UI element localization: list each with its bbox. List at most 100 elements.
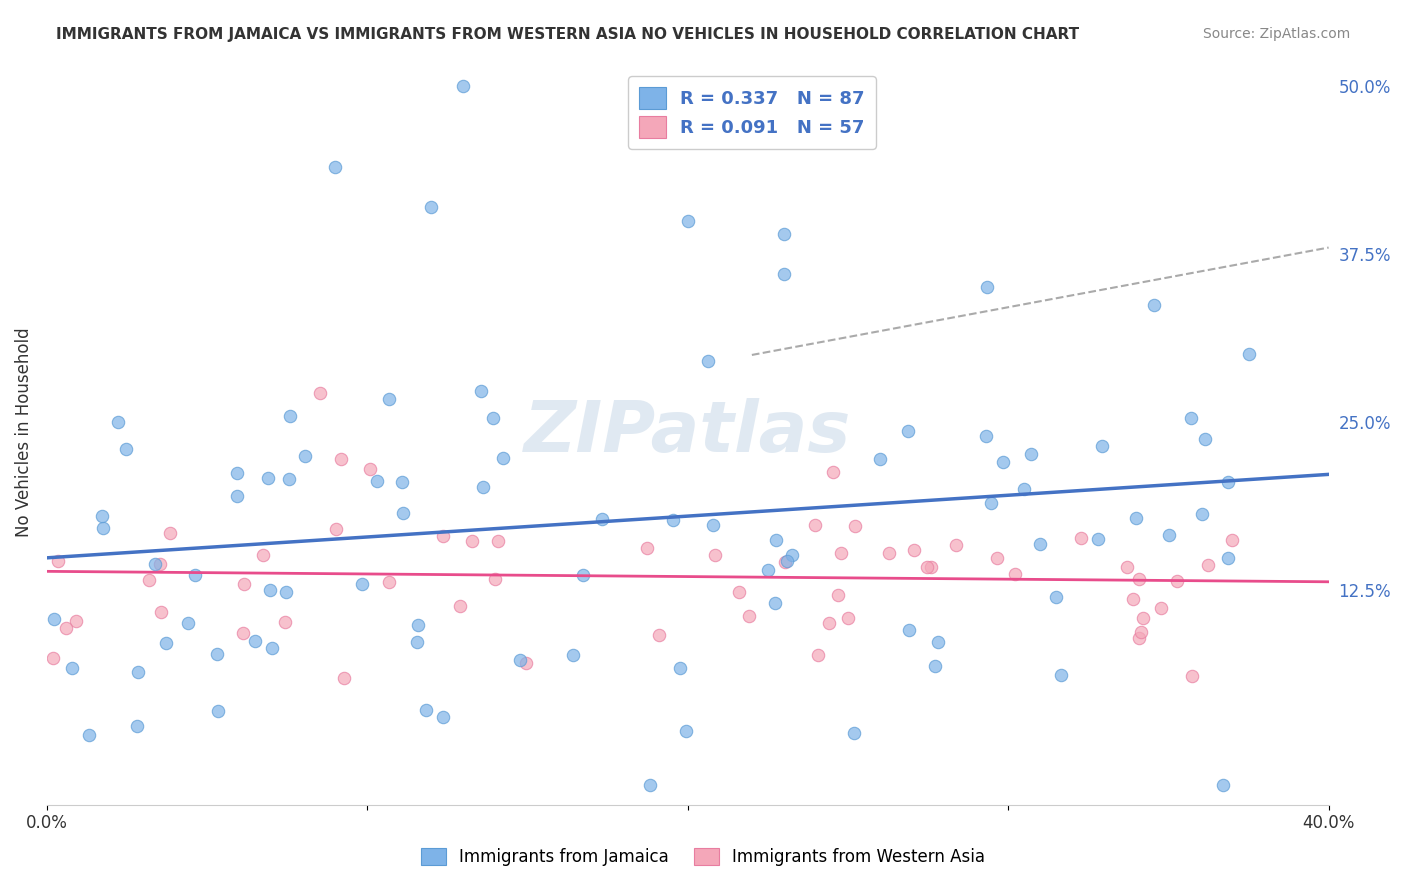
Point xyxy=(232,576,254,591)
Point xyxy=(773,227,796,241)
Point xyxy=(461,533,484,548)
Point xyxy=(804,518,827,533)
Point xyxy=(1216,475,1239,489)
Point xyxy=(702,517,724,532)
Point xyxy=(77,728,100,742)
Point xyxy=(159,526,181,541)
Point xyxy=(486,533,509,548)
Point xyxy=(482,411,505,425)
Point xyxy=(837,610,859,624)
Point xyxy=(492,450,515,465)
Legend: R = 0.337   N = 87, R = 0.091   N = 57: R = 0.337 N = 87, R = 0.091 N = 57 xyxy=(628,76,876,149)
Point xyxy=(484,572,506,586)
Point xyxy=(277,473,299,487)
Point xyxy=(1220,533,1243,547)
Point xyxy=(127,665,149,679)
Point xyxy=(903,542,925,557)
Point xyxy=(1181,669,1204,683)
Point xyxy=(260,640,283,655)
Point xyxy=(756,563,779,577)
Point xyxy=(915,560,938,574)
Point xyxy=(807,648,830,662)
Point xyxy=(60,661,83,675)
Point xyxy=(91,509,114,524)
Point xyxy=(65,614,87,628)
Point xyxy=(920,560,942,574)
Point xyxy=(470,384,492,398)
Point xyxy=(765,533,787,547)
Point xyxy=(591,512,613,526)
Point xyxy=(252,548,274,562)
Point xyxy=(138,573,160,587)
Point xyxy=(55,621,77,635)
Point xyxy=(273,615,295,630)
Point xyxy=(675,724,697,739)
Point xyxy=(1087,533,1109,547)
Text: IMMIGRANTS FROM JAMAICA VS IMMIGRANTS FROM WESTERN ASIA NO VEHICLES IN HOUSEHOLD: IMMIGRANTS FROM JAMAICA VS IMMIGRANTS FR… xyxy=(56,27,1080,42)
Point xyxy=(1143,297,1166,311)
Point xyxy=(1237,347,1260,361)
Point xyxy=(1049,668,1071,682)
Point xyxy=(472,480,495,494)
Point xyxy=(515,657,537,671)
Point xyxy=(378,392,401,407)
Legend: Immigrants from Jamaica, Immigrants from Western Asia: Immigrants from Jamaica, Immigrants from… xyxy=(412,840,994,875)
Point xyxy=(945,538,967,552)
Point xyxy=(115,442,138,456)
Point xyxy=(359,462,381,476)
Point xyxy=(155,635,177,649)
Point xyxy=(844,519,866,533)
Point xyxy=(93,521,115,535)
Point xyxy=(243,634,266,648)
Point xyxy=(1004,566,1026,581)
Point xyxy=(391,506,413,520)
Point xyxy=(1159,527,1181,541)
Text: ZIPatlas: ZIPatlas xyxy=(524,398,852,467)
Point xyxy=(259,583,281,598)
Point xyxy=(830,546,852,560)
Point xyxy=(406,617,429,632)
Point xyxy=(274,584,297,599)
Point xyxy=(207,704,229,718)
Point xyxy=(817,616,839,631)
Y-axis label: No Vehicles in Household: No Vehicles in Household xyxy=(15,327,32,537)
Point xyxy=(696,354,718,368)
Point xyxy=(143,557,166,571)
Point xyxy=(662,513,685,527)
Point xyxy=(406,635,429,649)
Point xyxy=(432,710,454,724)
Point xyxy=(149,605,172,619)
Point xyxy=(980,496,1002,510)
Point xyxy=(898,624,921,638)
Point xyxy=(738,608,761,623)
Point xyxy=(1116,560,1139,574)
Point xyxy=(1216,550,1239,565)
Point xyxy=(768,94,790,108)
Point xyxy=(278,409,301,423)
Point xyxy=(927,634,949,648)
Point xyxy=(177,616,200,631)
Point xyxy=(1194,432,1216,446)
Point xyxy=(415,703,437,717)
Point xyxy=(897,424,920,438)
Point xyxy=(391,475,413,489)
Point xyxy=(125,718,148,732)
Point xyxy=(776,554,799,568)
Point xyxy=(1029,536,1052,550)
Point xyxy=(991,455,1014,469)
Point xyxy=(184,567,207,582)
Point xyxy=(648,628,671,642)
Point xyxy=(294,449,316,463)
Point xyxy=(378,575,401,590)
Point xyxy=(42,650,65,665)
Point xyxy=(325,522,347,536)
Point xyxy=(1128,572,1150,586)
Point xyxy=(763,596,786,610)
Point xyxy=(1125,511,1147,525)
Point xyxy=(42,611,65,625)
Point xyxy=(976,280,998,294)
Point xyxy=(676,213,699,227)
Point xyxy=(225,467,247,481)
Point xyxy=(330,451,353,466)
Point xyxy=(432,529,454,543)
